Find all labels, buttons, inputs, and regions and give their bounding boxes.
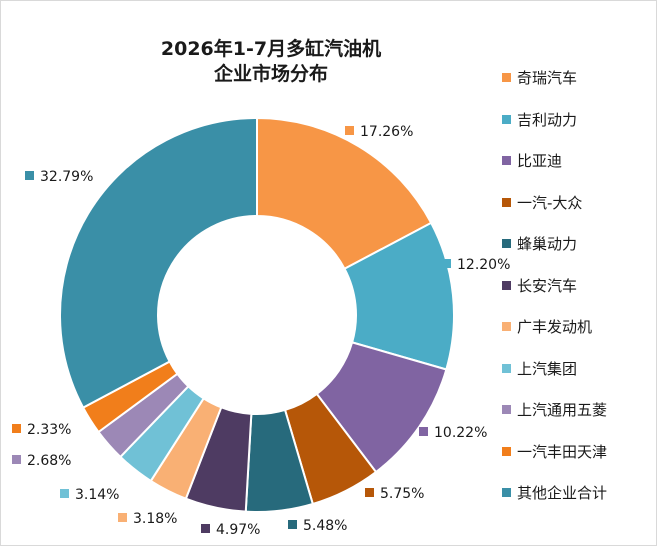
chart-title-line-2: 企业市场分布 xyxy=(213,63,328,85)
donut-slice-11 xyxy=(59,116,258,409)
data-label-marker-11 xyxy=(25,171,34,180)
legend-item: 一汽-大众 xyxy=(502,182,607,224)
legend-label: 比亚迪 xyxy=(517,152,563,171)
chart-title: 2026年1-7月多缸汽油机 企业市场分布 xyxy=(121,37,421,87)
data-label-6: 4.97% xyxy=(216,522,260,538)
legend-label: 吉利动力 xyxy=(517,110,578,129)
data-label-5: 5.48% xyxy=(303,518,347,534)
legend-item: 吉利动力 xyxy=(502,99,607,141)
legend-item: 长安汽车 xyxy=(502,265,607,307)
legend-label: 一汽丰田天津 xyxy=(517,442,608,461)
donut-data-labels: 17.26% 12.20% 10.22% 5.75% 5.48% 4.97% 3.18% 3.… xyxy=(12,124,510,538)
data-label-2: 12.20% xyxy=(457,257,510,273)
legend-swatch xyxy=(502,322,511,332)
legend-item: 蜂巢动力 xyxy=(502,223,607,265)
legend-label: 上汽集团 xyxy=(517,359,578,378)
legend-swatch xyxy=(502,363,511,373)
legend-item: 一汽丰田天津 xyxy=(502,431,607,473)
legend-swatch xyxy=(502,114,511,124)
data-label-9: 2.68% xyxy=(27,453,71,469)
legend-swatch xyxy=(502,488,511,498)
legend-item: 上汽集团 xyxy=(502,348,607,390)
data-label-8: 3.14% xyxy=(75,487,119,503)
data-label-marker-2 xyxy=(442,259,451,268)
legend-swatch xyxy=(502,239,511,249)
data-label-marker-5 xyxy=(288,520,297,529)
legend-label: 其他企业合计 xyxy=(517,484,608,503)
legend-label: 奇瑞汽车 xyxy=(517,69,578,88)
legend-item: 奇瑞汽车 xyxy=(502,57,607,99)
chart-title-line-1: 2026年1-7月多缸汽油机 xyxy=(160,38,382,60)
data-label-marker-3 xyxy=(419,427,428,436)
legend-item: 上汽通用五菱 xyxy=(502,389,607,431)
donut-slices xyxy=(59,116,455,513)
legend-item: 其他企业合计 xyxy=(502,472,607,514)
data-label-marker-9 xyxy=(12,455,21,464)
legend-swatch xyxy=(502,73,511,83)
legend-swatch xyxy=(502,280,511,290)
data-label-marker-6 xyxy=(201,524,210,533)
legend-swatch xyxy=(502,446,511,456)
data-label-marker-1 xyxy=(345,126,354,135)
legend-item: 比亚迪 xyxy=(502,140,607,182)
legend-label: 上汽通用五菱 xyxy=(517,401,608,420)
donut-slice-1 xyxy=(256,116,433,271)
data-label-3: 10.22% xyxy=(434,425,487,441)
legend-swatch xyxy=(502,405,511,415)
data-label-4: 5.75% xyxy=(380,486,424,502)
legend-label: 长安汽车 xyxy=(517,276,578,295)
data-label-marker-4 xyxy=(365,488,374,497)
chart-legend: 奇瑞汽车吉利动力比亚迪一汽-大众蜂巢动力长安汽车广丰发动机上汽集团上汽通用五菱一… xyxy=(502,57,607,514)
data-label-1: 17.26% xyxy=(360,124,413,140)
data-label-10: 2.33% xyxy=(27,422,71,438)
data-label-11: 32.79% xyxy=(40,169,93,185)
data-label-marker-10 xyxy=(12,424,21,433)
legend-swatch xyxy=(502,197,511,207)
legend-label: 蜂巢动力 xyxy=(517,235,578,254)
legend-label: 广丰发动机 xyxy=(517,318,593,337)
data-label-marker-7 xyxy=(118,513,127,522)
legend-label: 一汽-大众 xyxy=(517,193,583,212)
data-label-marker-8 xyxy=(60,489,69,498)
legend-item: 广丰发动机 xyxy=(502,306,607,348)
legend-swatch xyxy=(502,156,511,166)
data-label-7: 3.18% xyxy=(133,511,177,527)
